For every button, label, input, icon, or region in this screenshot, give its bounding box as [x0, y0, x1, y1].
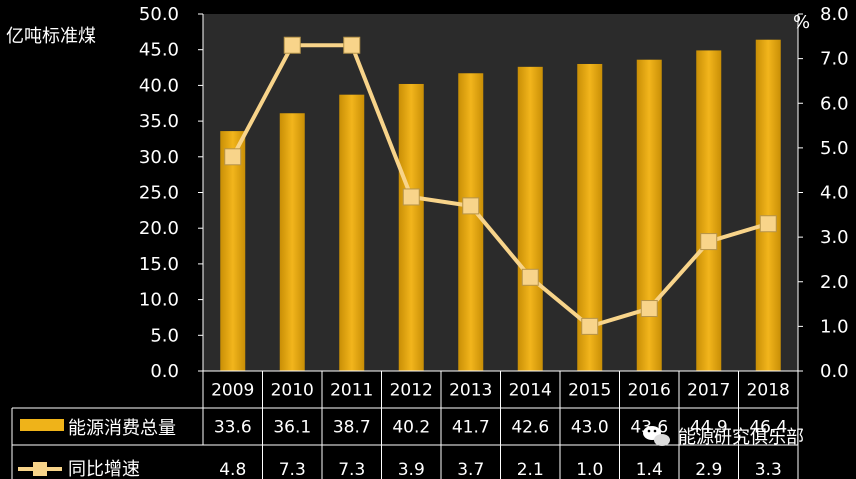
- y2-tick-label: 3.0: [820, 227, 849, 248]
- data-label-consumption: 40.2: [392, 418, 430, 438]
- x-tick-label: 2012: [390, 381, 433, 401]
- y-tick-label: 45.0: [139, 40, 179, 61]
- data-label-growth: 1.4: [636, 460, 663, 479]
- data-label-consumption: 44.9: [690, 418, 728, 438]
- y-axis-unit: 亿吨标准煤: [6, 26, 96, 47]
- legend-label-consumption: 能源消费总量: [68, 418, 176, 439]
- data-label-growth: 2.1: [517, 460, 544, 479]
- y-tick-label: 25.0: [139, 183, 179, 204]
- line-point: [402, 188, 420, 206]
- y-tick-label: 5.0: [150, 325, 179, 346]
- y2-tick-label: 1.0: [820, 316, 849, 337]
- y-tick-label: 30.0: [139, 147, 179, 168]
- line-point: [462, 197, 480, 215]
- y2-tick-label: 5.0: [820, 138, 849, 159]
- y2-tick-label: 6.0: [820, 93, 849, 114]
- data-label-growth: 7.3: [279, 460, 306, 479]
- y2-axis-unit: %: [793, 12, 810, 33]
- data-label-growth: 3.3: [755, 460, 782, 479]
- line-point: [343, 36, 361, 54]
- x-tick-label: 2018: [747, 381, 790, 401]
- data-label-consumption: 46.4: [749, 418, 787, 438]
- watermark: 能源研究俱乐部: [643, 426, 804, 448]
- line-point: [283, 36, 301, 54]
- x-tick-label: 2014: [509, 381, 552, 401]
- x-tick-label: 2016: [628, 381, 671, 401]
- data-label-consumption: 36.1: [273, 418, 311, 438]
- data-label-growth: 3.9: [398, 460, 425, 479]
- x-tick-label: 2009: [211, 381, 254, 401]
- wechat-icon: [643, 426, 670, 446]
- legend-swatch-marker: [33, 462, 47, 476]
- line-point: [224, 148, 242, 166]
- y2-tick-label: 2.0: [820, 272, 849, 293]
- x-tick-label: 2017: [687, 381, 730, 401]
- legend-label-growth: 同比增速: [68, 459, 140, 479]
- bar: [220, 131, 246, 371]
- data-table: 2009 2010 2011 2012 2013 2014 2015 2016 2017 2018…: [11, 370, 799, 479]
- y2-tick-label: 8.0: [820, 4, 849, 25]
- y-tick-label: 40.0: [139, 75, 179, 96]
- x-tick-label: 2011: [330, 381, 373, 401]
- line-point: [700, 233, 718, 251]
- bar: [517, 66, 543, 371]
- y2-tick-label: 4.0: [820, 183, 849, 204]
- bar: [339, 94, 365, 371]
- data-label-growth: 3.7: [457, 460, 484, 479]
- data-label-growth: 4.8: [219, 460, 246, 479]
- svg-text:能源研究俱乐部: 能源研究俱乐部: [678, 427, 804, 448]
- bar: [755, 39, 781, 371]
- x-tick-label: 2010: [271, 381, 314, 401]
- data-label-consumption: 41.7: [452, 418, 490, 438]
- bar: [398, 83, 424, 372]
- x-tick-label: 2013: [449, 381, 492, 401]
- data-label-consumption: 43.0: [571, 418, 609, 438]
- data-label-growth: 1.0: [576, 460, 603, 479]
- bar: [696, 50, 722, 371]
- line-point: [581, 317, 599, 335]
- data-label-growth: 7.3: [338, 460, 365, 479]
- y-tick-label: 20.0: [139, 218, 179, 239]
- y-tick-label: 15.0: [139, 254, 179, 275]
- x-tick-label: 2015: [568, 381, 611, 401]
- axes: 0.0 5.0 10.0 15.0 20.0 25.0 30.0 35.0 40.0 45.0 50…: [139, 4, 849, 445]
- y2-tick-label: 0.0: [820, 361, 849, 382]
- legend-swatch-bar: [20, 419, 64, 431]
- data-label-consumption: 42.6: [511, 418, 549, 438]
- bar: [636, 59, 662, 372]
- y-tick-label: 10.0: [139, 290, 179, 311]
- y2-tick-label: 7.0: [820, 49, 849, 70]
- line-point: [521, 268, 539, 286]
- data-label-growth: 2.9: [695, 460, 722, 479]
- line-point: [759, 215, 777, 233]
- growth-line: [224, 36, 777, 335]
- y-tick-label: 0.0: [150, 361, 179, 382]
- data-label-consumption: 38.7: [333, 418, 371, 438]
- y-tick-label: 35.0: [139, 111, 179, 132]
- line-point: [640, 300, 658, 318]
- y-tick-label: 50.0: [139, 4, 179, 25]
- line-path: [230, 43, 769, 329]
- bar: [458, 73, 484, 372]
- data-label-consumption: 33.6: [214, 418, 252, 438]
- bar: [279, 113, 305, 371]
